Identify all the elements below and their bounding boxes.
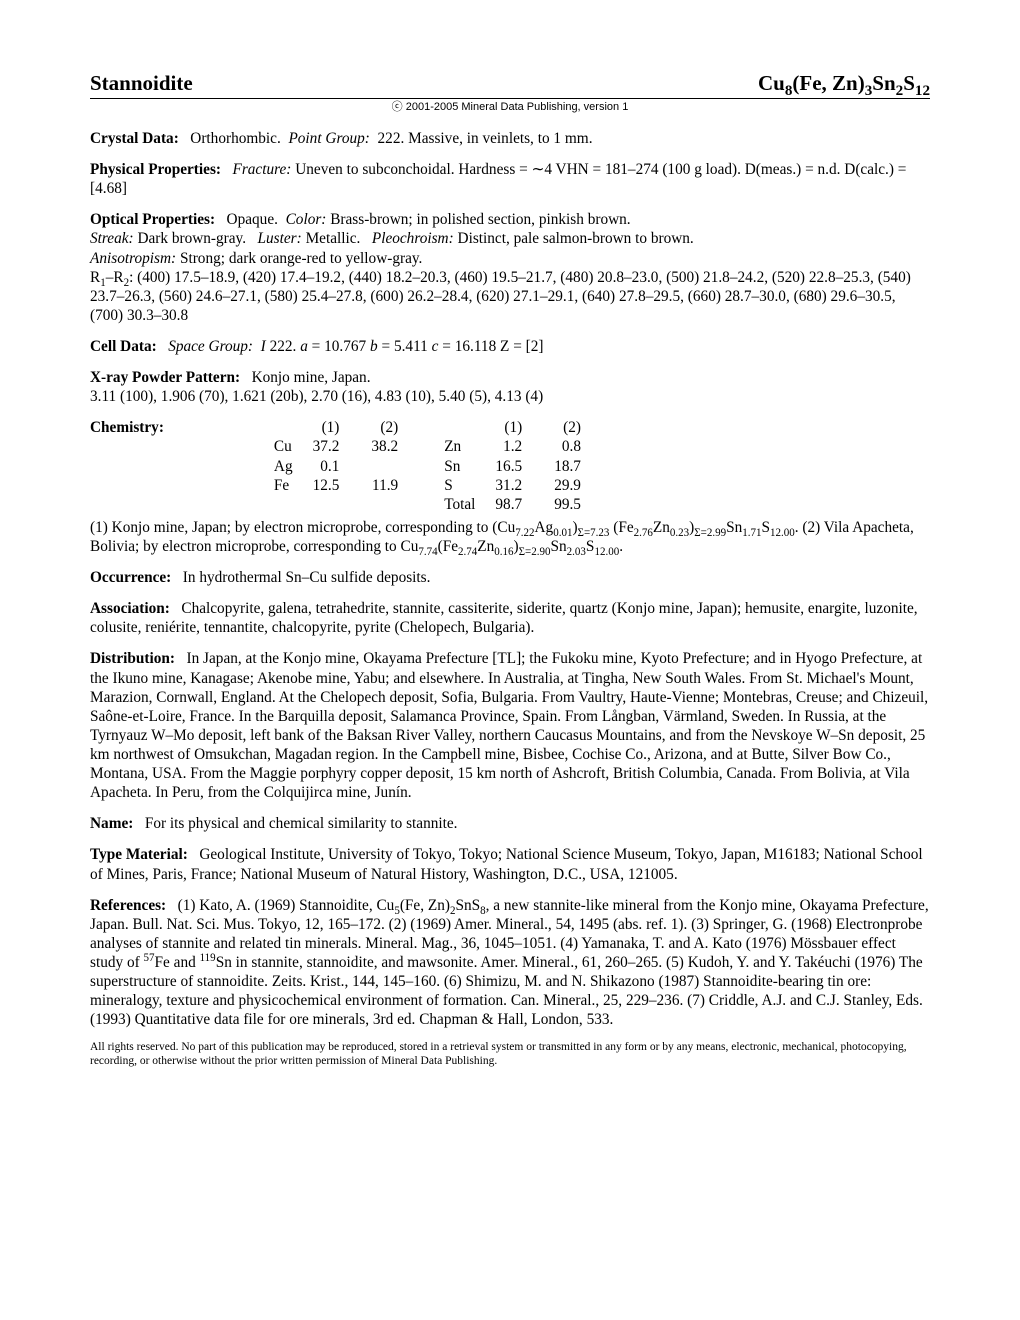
luster-label: Luster: bbox=[258, 230, 302, 247]
footer-rights: All rights reserved. No part of this pub… bbox=[90, 1041, 930, 1067]
cell-data-section: Cell Data: Space Group: I 222. a = 10.76… bbox=[90, 337, 930, 356]
optical-label: Optical Properties: bbox=[90, 211, 215, 228]
name-text: For its physical and chemical similarity… bbox=[145, 815, 458, 832]
references-label: References: bbox=[90, 897, 166, 914]
table-header-row: (1) (2) (1) (2) bbox=[244, 418, 597, 437]
pleo-text: Distinct, pale salmon-brown to brown. bbox=[458, 230, 694, 247]
type-material-section: Type Material: Geological Institute, Uni… bbox=[90, 845, 930, 883]
pleo-label: Pleochroism: bbox=[372, 230, 454, 247]
crystal-data-section: Crystal Data: Orthorhombic. Point Group:… bbox=[90, 129, 930, 148]
table-row: Ag 0.1 Sn 16.5 18.7 bbox=[244, 457, 597, 476]
table-row: Fe 12.5 11.9 S 31.2 29.9 bbox=[244, 476, 597, 495]
space-group-text: I 222. a = 10.767 b = 5.411 c = 16.118 Z… bbox=[261, 338, 544, 355]
table-row: Total 98.7 99.5 bbox=[244, 495, 597, 514]
streak-label: Streak: bbox=[90, 230, 134, 247]
name-label: Name: bbox=[90, 815, 133, 832]
streak-text: Dark brown-gray. bbox=[137, 230, 246, 247]
opaque-text: Opaque. bbox=[227, 211, 278, 228]
physical-label: Physical Properties: bbox=[90, 161, 221, 178]
references-section: References: (1) Kato, A. (1969) Stannoid… bbox=[90, 896, 930, 1030]
distribution-section: Distribution: In Japan, at the Konjo min… bbox=[90, 649, 930, 802]
col-header: (2) bbox=[538, 418, 597, 437]
space-group-label: Space Group: bbox=[168, 338, 253, 355]
xray-pattern: 3.11 (100), 1.906 (70), 1.621 (20b), 2.7… bbox=[90, 388, 543, 405]
point-group-text: 222. Massive, in veinlets, to 1 mm. bbox=[378, 130, 593, 147]
distribution-label: Distribution: bbox=[90, 650, 175, 667]
chemistry-section: Chemistry: (1) (2) (1) (2) Cu 37.2 38.2 … bbox=[90, 418, 930, 514]
header: Stannoidite Cu8(Fe, Zn)3Sn2S12 bbox=[90, 70, 930, 99]
col-header: (1) bbox=[297, 418, 356, 437]
association-section: Association: Chalcopyrite, galena, tetra… bbox=[90, 599, 930, 637]
physical-properties-section: Physical Properties: Fracture: Uneven to… bbox=[90, 160, 930, 198]
occurrence-text: In hydrothermal Sn–Cu sulfide deposits. bbox=[183, 569, 431, 586]
chemical-formula: Cu8(Fe, Zn)3Sn2S12 bbox=[758, 70, 930, 96]
table-row: Cu 37.2 38.2 Zn 1.2 0.8 bbox=[244, 437, 597, 456]
col-header: (2) bbox=[355, 418, 414, 437]
xray-label: X-ray Powder Pattern: bbox=[90, 369, 240, 386]
copyright: ⓒ 2001-2005 Mineral Data Publishing, ver… bbox=[90, 101, 930, 115]
name-section: Name: For its physical and chemical simi… bbox=[90, 814, 930, 833]
occurrence-section: Occurrence: In hydrothermal Sn–Cu sulfid… bbox=[90, 568, 930, 587]
aniso-text: Strong; dark orange-red to yellow-gray. bbox=[180, 250, 422, 267]
optical-properties-section: Optical Properties: Opaque. Color: Brass… bbox=[90, 210, 930, 325]
references-text: (1) Kato, A. (1969) Stannoidite, Cu5(Fe,… bbox=[90, 897, 929, 1029]
col-header: (1) bbox=[479, 418, 538, 437]
crystal-system: Orthorhombic. bbox=[190, 130, 281, 147]
point-group-label: Point Group: bbox=[288, 130, 369, 147]
distribution-text: In Japan, at the Konjo mine, Okayama Pre… bbox=[90, 650, 928, 801]
aniso-label: Anisotropism: bbox=[90, 250, 176, 267]
type-material-label: Type Material: bbox=[90, 846, 188, 863]
type-material-text: Geological Institute, University of Toky… bbox=[90, 846, 923, 882]
luster-text: Metallic. bbox=[306, 230, 361, 247]
occurrence-label: Occurrence: bbox=[90, 569, 171, 586]
color-label: Color: bbox=[286, 211, 327, 228]
chemistry-note: (1) Konjo mine, Japan; by electron micro… bbox=[90, 518, 930, 556]
association-label: Association: bbox=[90, 600, 170, 617]
xray-location: Konjo mine, Japan. bbox=[252, 369, 371, 386]
association-text: Chalcopyrite, galena, tetrahedrite, stan… bbox=[90, 600, 918, 636]
mineral-name: Stannoidite bbox=[90, 70, 193, 96]
crystal-data-label: Crystal Data: bbox=[90, 130, 179, 147]
cell-label: Cell Data: bbox=[90, 338, 157, 355]
color-text: Brass-brown; in polished section, pinkis… bbox=[330, 211, 630, 228]
chemistry-table: (1) (2) (1) (2) Cu 37.2 38.2 Zn 1.2 0.8 … bbox=[244, 418, 597, 514]
fracture-label: Fracture: bbox=[232, 161, 291, 178]
xray-section: X-ray Powder Pattern: Konjo mine, Japan.… bbox=[90, 368, 930, 406]
reflectance-values: R1–R2: (400) 17.5–18.9, (420) 17.4–19.2,… bbox=[90, 269, 911, 324]
chemistry-label: Chemistry: bbox=[90, 418, 164, 437]
